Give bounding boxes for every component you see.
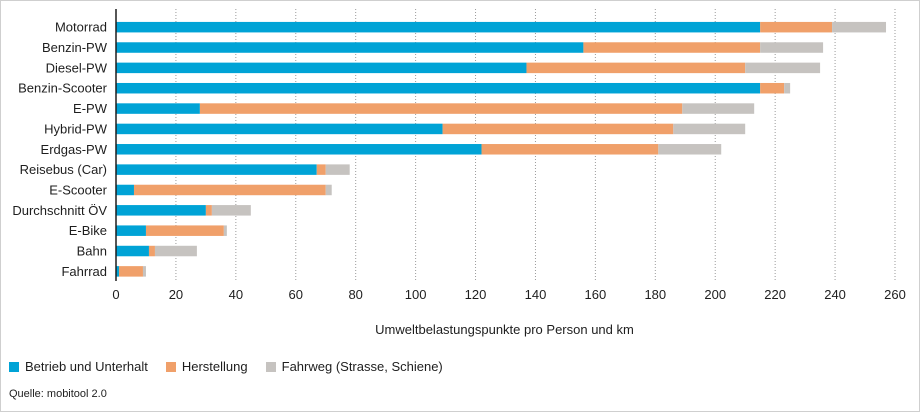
x-tick-label: 80	[348, 287, 362, 302]
bar-segment	[148, 245, 155, 257]
x-tick-label: 160	[585, 287, 607, 302]
bar-segment	[745, 62, 821, 74]
bar-segment	[116, 82, 761, 94]
bar-segment	[142, 266, 146, 277]
bar-segment	[133, 184, 326, 196]
bar-segment	[116, 144, 482, 155]
category-label: Motorrad	[55, 20, 107, 35]
legend-label-betrieb: Betrieb und Unterhalt	[25, 359, 148, 374]
bar-segment	[223, 225, 227, 236]
x-tick-label: 260	[884, 287, 906, 302]
legend-swatch-betrieb	[9, 361, 19, 372]
legend-swatch-fahrweg	[265, 361, 276, 372]
legend-swatch-herstellung	[165, 361, 176, 372]
bar-segment	[116, 225, 146, 236]
bar-segment	[760, 82, 785, 94]
legend-item-fahrweg: Fahrweg (Strasse, Schiene)	[265, 359, 443, 374]
x-tick-label: 200	[704, 287, 726, 302]
legend-item-betrieb: Betrieb und Unterhalt	[9, 359, 148, 374]
bar-segment	[442, 123, 674, 135]
category-label: Diesel-PW	[46, 60, 108, 75]
x-tick-label: 40	[229, 287, 243, 302]
category-label: E-Scooter	[49, 182, 107, 197]
x-tick-label: 120	[465, 287, 487, 302]
bar-segment	[832, 21, 887, 33]
bar-segment	[116, 21, 761, 33]
legend-label-fahrweg: Fahrweg (Strasse, Schiene)	[281, 359, 443, 374]
source-note: Quelle: mobitool 2.0	[9, 388, 107, 400]
category-label: Reisebus (Car)	[20, 162, 107, 177]
category-label: Durchschnitt ÖV	[12, 203, 107, 218]
x-tick-label: 180	[644, 287, 666, 302]
category-label: Hybrid-PW	[44, 121, 108, 136]
bar-segment	[673, 123, 746, 135]
bar-segment	[583, 42, 761, 53]
bar-segment	[116, 205, 206, 216]
legend: Betrieb und Unterhalt Herstellung Fahrwe…	[9, 359, 443, 374]
x-tick-label: 220	[764, 287, 786, 302]
bar-segment	[481, 144, 659, 155]
bar-chart: Motorrad Benzin-PW Diesel-PW Benzin-Scooter…	[12, 9, 906, 337]
bar-segment	[658, 144, 722, 155]
x-tick-label: 0	[112, 287, 119, 302]
category-label: E-Bike	[69, 223, 107, 238]
bar-segment	[325, 184, 332, 196]
x-axis-title: Umweltbelastungspunkte pro Person und km	[375, 322, 634, 337]
bar-segment	[116, 245, 149, 257]
category-label: Erdgas-PW	[41, 142, 108, 157]
x-tick-label: 240	[824, 287, 846, 302]
bar-segment	[116, 164, 317, 175]
bar-segment	[116, 266, 119, 277]
bar-segment	[145, 225, 224, 236]
category-label: Benzin-Scooter	[18, 81, 108, 96]
bar-segment	[526, 62, 746, 74]
bar-segment	[118, 266, 143, 277]
bar-segment	[116, 184, 134, 196]
bar-segment	[760, 21, 833, 33]
category-label: Benzin-PW	[42, 40, 108, 55]
bar-segment	[784, 82, 791, 94]
category-label: Fahrrad	[61, 264, 107, 279]
bar-segment	[116, 103, 200, 114]
bar-segment	[211, 205, 251, 216]
x-tick-label: 140	[525, 287, 547, 302]
bar-segment	[760, 42, 824, 53]
legend-item-herstellung: Herstellung	[165, 359, 248, 374]
legend-label-herstellung: Herstellung	[181, 359, 248, 374]
bar-segment	[325, 164, 350, 175]
category-label: E-PW	[73, 101, 108, 116]
bar-segment	[116, 62, 527, 74]
bar-segment	[205, 205, 212, 216]
category-label: Bahn	[77, 244, 107, 259]
x-tick-label: 20	[169, 287, 183, 302]
bar-segment	[316, 164, 326, 175]
bar-segment	[154, 245, 197, 257]
x-tick-label: 100	[405, 287, 427, 302]
bar-segment	[199, 103, 683, 114]
x-tick-label: 60	[289, 287, 303, 302]
bar-segment	[682, 103, 755, 114]
bar-segment	[116, 42, 584, 53]
bar-segment	[116, 123, 443, 135]
